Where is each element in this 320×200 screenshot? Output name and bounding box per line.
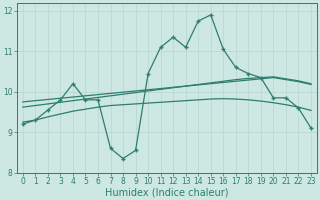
X-axis label: Humidex (Indice chaleur): Humidex (Indice chaleur) [105, 187, 229, 197]
